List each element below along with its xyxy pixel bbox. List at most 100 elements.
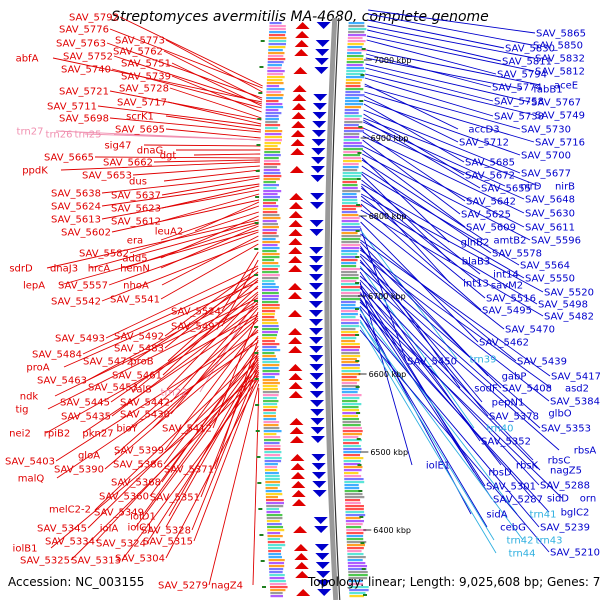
forward-gene-arrow — [293, 67, 308, 74]
leader-line — [361, 187, 482, 286]
feature-block — [262, 334, 278, 337]
left-gene-label: SAV_5653 — [82, 171, 132, 182]
feature-block — [266, 514, 283, 517]
feature-block — [262, 394, 279, 397]
feature-block — [341, 289, 360, 292]
leader-line — [82, 273, 259, 355]
leader-line — [360, 209, 544, 317]
feature-block — [349, 586, 369, 589]
feature-block — [266, 82, 284, 85]
feature-block — [263, 172, 281, 175]
feature-block — [342, 409, 360, 412]
feature-block — [341, 277, 359, 280]
reverse-gene-arrow — [309, 319, 324, 326]
left-gene-label: valS — [130, 385, 151, 396]
feature-block — [341, 322, 359, 325]
left-gene-label: sig47 — [104, 141, 131, 152]
right-gene-label: SAV_5353 — [541, 424, 591, 435]
right-gene-label: SAV_5700 — [521, 151, 571, 162]
feature-block — [262, 325, 279, 328]
leader-line — [361, 153, 531, 241]
leader-line — [361, 165, 492, 254]
right-gene-label: SAV_5408 — [502, 384, 552, 395]
feature-block — [264, 157, 279, 160]
reverse-gene-arrow — [310, 427, 325, 434]
right-gene-label: SAV_5749 — [535, 111, 585, 122]
leader-line — [359, 281, 413, 466]
leader-line — [359, 325, 497, 554]
feature-block — [344, 124, 359, 127]
reverse-gene-arrow — [309, 364, 324, 371]
left-gene-label: ndk — [20, 392, 39, 403]
feature-block — [270, 589, 286, 592]
feature-block — [262, 292, 279, 295]
reverse-gene-arrow — [315, 553, 330, 560]
feature-block — [341, 346, 360, 349]
feature-block — [344, 475, 362, 478]
feature-block — [264, 148, 281, 151]
right-gene-label: bglC2 — [561, 508, 590, 519]
leader-line — [365, 63, 531, 103]
left-gene-label: proB — [130, 357, 153, 368]
feature-block — [263, 169, 280, 172]
forward-gene-arrow — [288, 256, 303, 263]
feature-block — [341, 337, 357, 340]
feature-block — [262, 217, 281, 220]
feature-block — [341, 271, 358, 274]
left-gene-label: SAV_5325 — [20, 556, 70, 567]
right-gene-label: SAV_5830 — [505, 44, 555, 55]
right-gene-label: trn43 — [536, 536, 563, 547]
forward-gene-arrow — [288, 229, 303, 236]
feature-block — [262, 310, 276, 313]
right-gene-label: gabP — [502, 372, 527, 383]
feature-block — [342, 178, 357, 181]
feature-block — [347, 565, 368, 568]
feature-block — [262, 388, 278, 391]
feature-block — [341, 223, 360, 226]
forward-gene-arrow — [293, 526, 308, 533]
forward-gene-arrow — [288, 283, 303, 290]
left-gene-label: nhoA — [123, 281, 149, 292]
left-gene-label: SAV_5524 — [171, 307, 221, 318]
track-tick — [356, 204, 361, 206]
forward-gene-arrow — [296, 589, 311, 596]
feature-block — [263, 178, 280, 181]
feature-block — [349, 589, 369, 592]
leader-line — [359, 275, 560, 451]
left-gene-label: SAV_5762 — [113, 47, 163, 58]
feature-block — [346, 55, 364, 58]
feature-block — [342, 424, 361, 427]
feature-block — [262, 301, 279, 304]
leader-line — [111, 68, 262, 109]
forward-gene-arrow — [289, 418, 304, 425]
left-gene-label: SAV_5497 — [171, 322, 221, 333]
right-gene-label: int14 — [493, 270, 519, 281]
feature-block — [342, 166, 359, 169]
feature-block — [262, 346, 277, 349]
leader-line — [82, 315, 259, 434]
feature-block — [342, 187, 358, 190]
left-gene-label: SAV_5328 — [141, 526, 191, 537]
track-tick — [360, 74, 365, 76]
forward-gene-arrow — [288, 310, 303, 317]
leader-line — [169, 87, 262, 119]
feature-block — [262, 343, 280, 346]
feature-block — [263, 190, 282, 193]
feature-block — [262, 373, 280, 376]
right-gene-label: SAV_5767 — [531, 98, 581, 109]
right-gene-label: trn40 — [487, 424, 514, 435]
reverse-gene-arrow — [311, 454, 326, 461]
feature-block — [269, 580, 286, 583]
track-tick — [257, 482, 262, 484]
feature-block — [343, 148, 363, 151]
reverse-gene-arrow — [311, 157, 326, 164]
leader-line — [361, 159, 485, 241]
left-gene-label: SAV_5386 — [113, 460, 163, 471]
left-gene-label: SAV_5315 — [143, 537, 193, 548]
feature-block — [347, 49, 367, 52]
feature-block — [341, 298, 361, 301]
right-gene-label: SAV_5550 — [525, 274, 575, 285]
right-gene-label: SAV_5672 — [465, 171, 515, 182]
feature-block — [269, 22, 282, 25]
feature-block — [342, 400, 358, 403]
